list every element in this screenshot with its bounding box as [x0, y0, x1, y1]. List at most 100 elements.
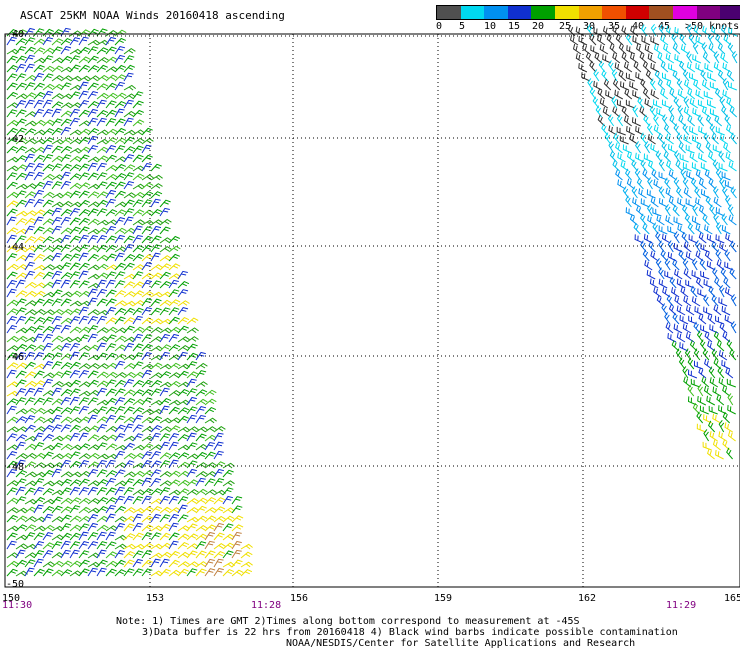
wind-barb — [51, 344, 64, 352]
wind-barb — [60, 118, 72, 127]
wind-barb — [123, 192, 136, 199]
wind-barb — [96, 254, 109, 262]
wind-barb — [231, 569, 244, 577]
wind-barb — [60, 75, 73, 82]
wind-barb — [665, 187, 674, 199]
colorbar-swatches — [436, 5, 740, 20]
wind-barb — [721, 171, 731, 181]
wind-barb — [204, 398, 217, 406]
wind-barb — [150, 219, 163, 226]
wind-barb — [69, 117, 80, 127]
wind-barb — [96, 129, 109, 136]
wind-barb — [691, 258, 698, 271]
wind-barb — [141, 199, 153, 208]
wind-barb — [640, 132, 647, 145]
wind-barb — [706, 233, 716, 244]
wind-barb — [132, 299, 145, 307]
wind-barb — [33, 471, 47, 478]
wind-barb — [6, 102, 19, 109]
wind-barb — [685, 332, 695, 343]
wind-barb — [150, 498, 163, 505]
wind-barb — [606, 34, 615, 46]
wind-barb — [730, 321, 737, 334]
wind-barb — [712, 159, 719, 172]
wind-barb — [123, 423, 134, 433]
wind-barb — [24, 300, 37, 307]
time-label-center: 11:28 — [251, 600, 282, 611]
wind-barb — [78, 120, 91, 127]
wind-barb — [141, 226, 153, 235]
wind-barb — [60, 560, 73, 568]
wind-barb — [96, 478, 109, 487]
wind-barb — [60, 569, 73, 577]
wind-barb — [15, 316, 27, 325]
wind-barb — [159, 245, 172, 253]
wind-barb — [608, 141, 615, 154]
wind-barb — [114, 280, 126, 289]
wind-barb — [704, 63, 714, 73]
wind-barb — [6, 119, 19, 127]
wind-barb — [195, 414, 206, 424]
wind-barb — [677, 89, 687, 100]
wind-barb — [132, 244, 145, 253]
wind-barb — [51, 308, 64, 316]
wind-barb — [622, 186, 629, 199]
wind-barb — [105, 352, 117, 361]
colorbar-label: 45 — [658, 21, 671, 32]
wind-barb — [87, 532, 99, 541]
wind-barb — [689, 98, 699, 109]
wind-barb — [24, 99, 35, 109]
wind-barb — [700, 324, 710, 334]
wind-barb — [51, 163, 63, 172]
wind-barb — [646, 123, 654, 136]
wind-barb — [141, 470, 154, 478]
wind-barb — [642, 222, 650, 235]
wind-barb — [589, 87, 597, 100]
wind-barb — [150, 244, 162, 253]
wind-barb — [105, 397, 117, 406]
wind-barb — [195, 515, 208, 523]
wind-barb — [685, 305, 695, 316]
wind-barb — [177, 307, 189, 316]
wind-barb — [663, 123, 672, 136]
wind-barb — [33, 496, 46, 505]
wind-barb — [114, 54, 126, 64]
wind-barb — [204, 434, 217, 442]
wind-barb — [123, 110, 136, 118]
wind-barb — [709, 123, 717, 136]
wind-barb — [687, 88, 696, 100]
wind-barb — [711, 348, 719, 361]
wind-barb — [640, 159, 647, 172]
wind-barb — [114, 450, 125, 460]
wind-barb — [123, 253, 136, 262]
wind-barb — [15, 343, 28, 352]
wind-barb — [51, 560, 64, 568]
wind-barb — [114, 505, 127, 514]
wind-barb — [105, 343, 117, 352]
wind-barb — [78, 334, 90, 343]
wind-barb — [724, 114, 732, 127]
wind-barb — [150, 478, 162, 487]
wind-barb — [624, 168, 632, 181]
wind-barb — [617, 179, 626, 190]
wind-barb — [33, 532, 45, 541]
wind-barb — [702, 348, 710, 361]
wind-barb — [673, 177, 680, 190]
wind-barb — [615, 169, 623, 181]
wind-barb — [87, 354, 100, 361]
wind-barb — [204, 389, 217, 397]
wind-barb — [686, 51, 693, 64]
wind-barb — [42, 245, 55, 253]
wind-barb — [204, 507, 217, 514]
wind-barb — [123, 243, 134, 253]
wind-barb — [132, 333, 143, 343]
wind-barb — [653, 124, 662, 136]
wind-barb — [168, 380, 181, 388]
wind-barb — [114, 344, 127, 352]
wind-barb — [698, 125, 707, 136]
wind-barb — [6, 279, 18, 289]
wind-barb — [51, 442, 63, 451]
wind-barb — [650, 196, 659, 208]
wind-barb — [105, 154, 117, 163]
wind-barb — [712, 413, 721, 424]
